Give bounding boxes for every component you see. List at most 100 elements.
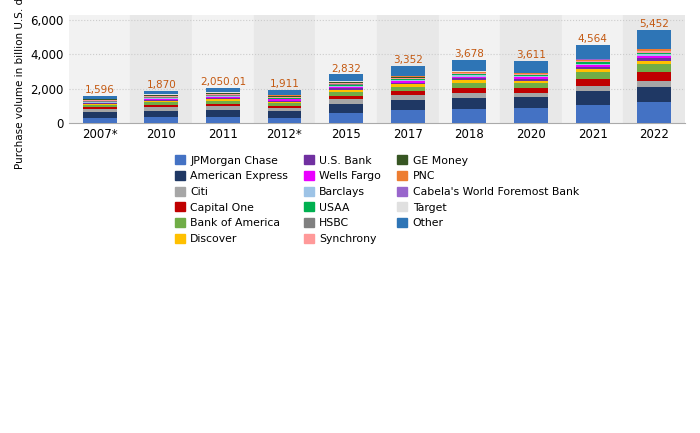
Bar: [83, 96, 116, 99]
Bar: [575, 62, 610, 64]
Bar: [267, 96, 302, 97]
Bar: [637, 29, 671, 49]
Bar: [575, 65, 610, 67]
Bar: [514, 81, 548, 83]
Text: 3,611: 3,611: [516, 50, 546, 60]
Bar: [637, 72, 671, 81]
Bar: [206, 97, 240, 98]
Bar: [83, 105, 116, 107]
Bar: [267, 106, 302, 108]
Bar: [83, 102, 116, 103]
Text: 1,870: 1,870: [146, 80, 176, 90]
Bar: [452, 98, 486, 109]
Bar: [329, 86, 363, 87]
Bar: [144, 91, 178, 94]
Bar: [377, 15, 438, 123]
Bar: [575, 91, 610, 105]
Bar: [144, 111, 178, 117]
Bar: [575, 61, 610, 62]
Bar: [391, 100, 425, 110]
Bar: [514, 61, 548, 73]
Bar: [637, 51, 671, 53]
Bar: [391, 76, 425, 77]
Text: 1,911: 1,911: [270, 79, 300, 89]
Bar: [130, 15, 192, 123]
Bar: [637, 55, 671, 58]
Bar: [637, 58, 671, 61]
Bar: [267, 90, 302, 95]
Bar: [206, 104, 240, 106]
Bar: [253, 15, 315, 123]
Bar: [83, 109, 116, 112]
Bar: [514, 73, 548, 74]
Bar: [144, 107, 178, 111]
Bar: [267, 102, 302, 103]
Bar: [391, 95, 425, 100]
Bar: [514, 107, 548, 123]
Bar: [83, 118, 116, 123]
Bar: [452, 109, 486, 123]
Bar: [206, 95, 240, 96]
Bar: [144, 99, 178, 100]
Bar: [637, 53, 671, 54]
Bar: [267, 97, 302, 98]
Bar: [329, 82, 363, 84]
Bar: [452, 83, 486, 88]
Bar: [391, 79, 425, 80]
Bar: [329, 99, 363, 103]
Bar: [329, 85, 363, 86]
Bar: [452, 74, 486, 75]
Bar: [637, 65, 671, 72]
Bar: [500, 15, 562, 123]
Bar: [575, 67, 610, 69]
Bar: [514, 74, 548, 75]
Bar: [267, 111, 302, 118]
Bar: [452, 88, 486, 93]
Text: 5,452: 5,452: [639, 19, 669, 29]
Bar: [575, 69, 610, 72]
Bar: [144, 98, 178, 99]
Bar: [329, 74, 363, 81]
Bar: [315, 15, 377, 123]
Y-axis label: Purchase volume in billion U.S. dollars: Purchase volume in billion U.S. dollars: [15, 0, 25, 169]
Bar: [391, 91, 425, 95]
Bar: [267, 108, 302, 111]
Bar: [575, 45, 610, 59]
Bar: [391, 65, 425, 76]
Bar: [267, 98, 302, 99]
Bar: [452, 72, 486, 73]
Bar: [637, 61, 671, 65]
Bar: [83, 112, 116, 118]
Bar: [514, 77, 548, 79]
Bar: [329, 103, 363, 113]
Bar: [206, 110, 240, 116]
Bar: [144, 101, 178, 103]
Bar: [144, 103, 178, 105]
Bar: [438, 15, 500, 123]
Bar: [192, 15, 253, 123]
Bar: [329, 84, 363, 85]
Bar: [267, 99, 302, 100]
Bar: [514, 76, 548, 77]
Bar: [206, 96, 240, 97]
Bar: [575, 86, 610, 91]
Bar: [206, 106, 240, 110]
Bar: [329, 87, 363, 88]
Text: 2,050.01: 2,050.01: [199, 77, 246, 87]
Bar: [329, 90, 363, 92]
Bar: [637, 87, 671, 103]
Bar: [514, 75, 548, 76]
Bar: [206, 101, 240, 104]
Bar: [83, 103, 116, 104]
Bar: [206, 98, 240, 99]
Bar: [144, 100, 178, 101]
Bar: [206, 99, 240, 101]
Text: 4,564: 4,564: [578, 34, 608, 44]
Bar: [391, 83, 425, 84]
Bar: [575, 64, 610, 65]
Bar: [391, 110, 425, 123]
Bar: [206, 93, 240, 94]
Bar: [267, 100, 302, 102]
Bar: [637, 49, 671, 51]
Bar: [514, 97, 548, 107]
